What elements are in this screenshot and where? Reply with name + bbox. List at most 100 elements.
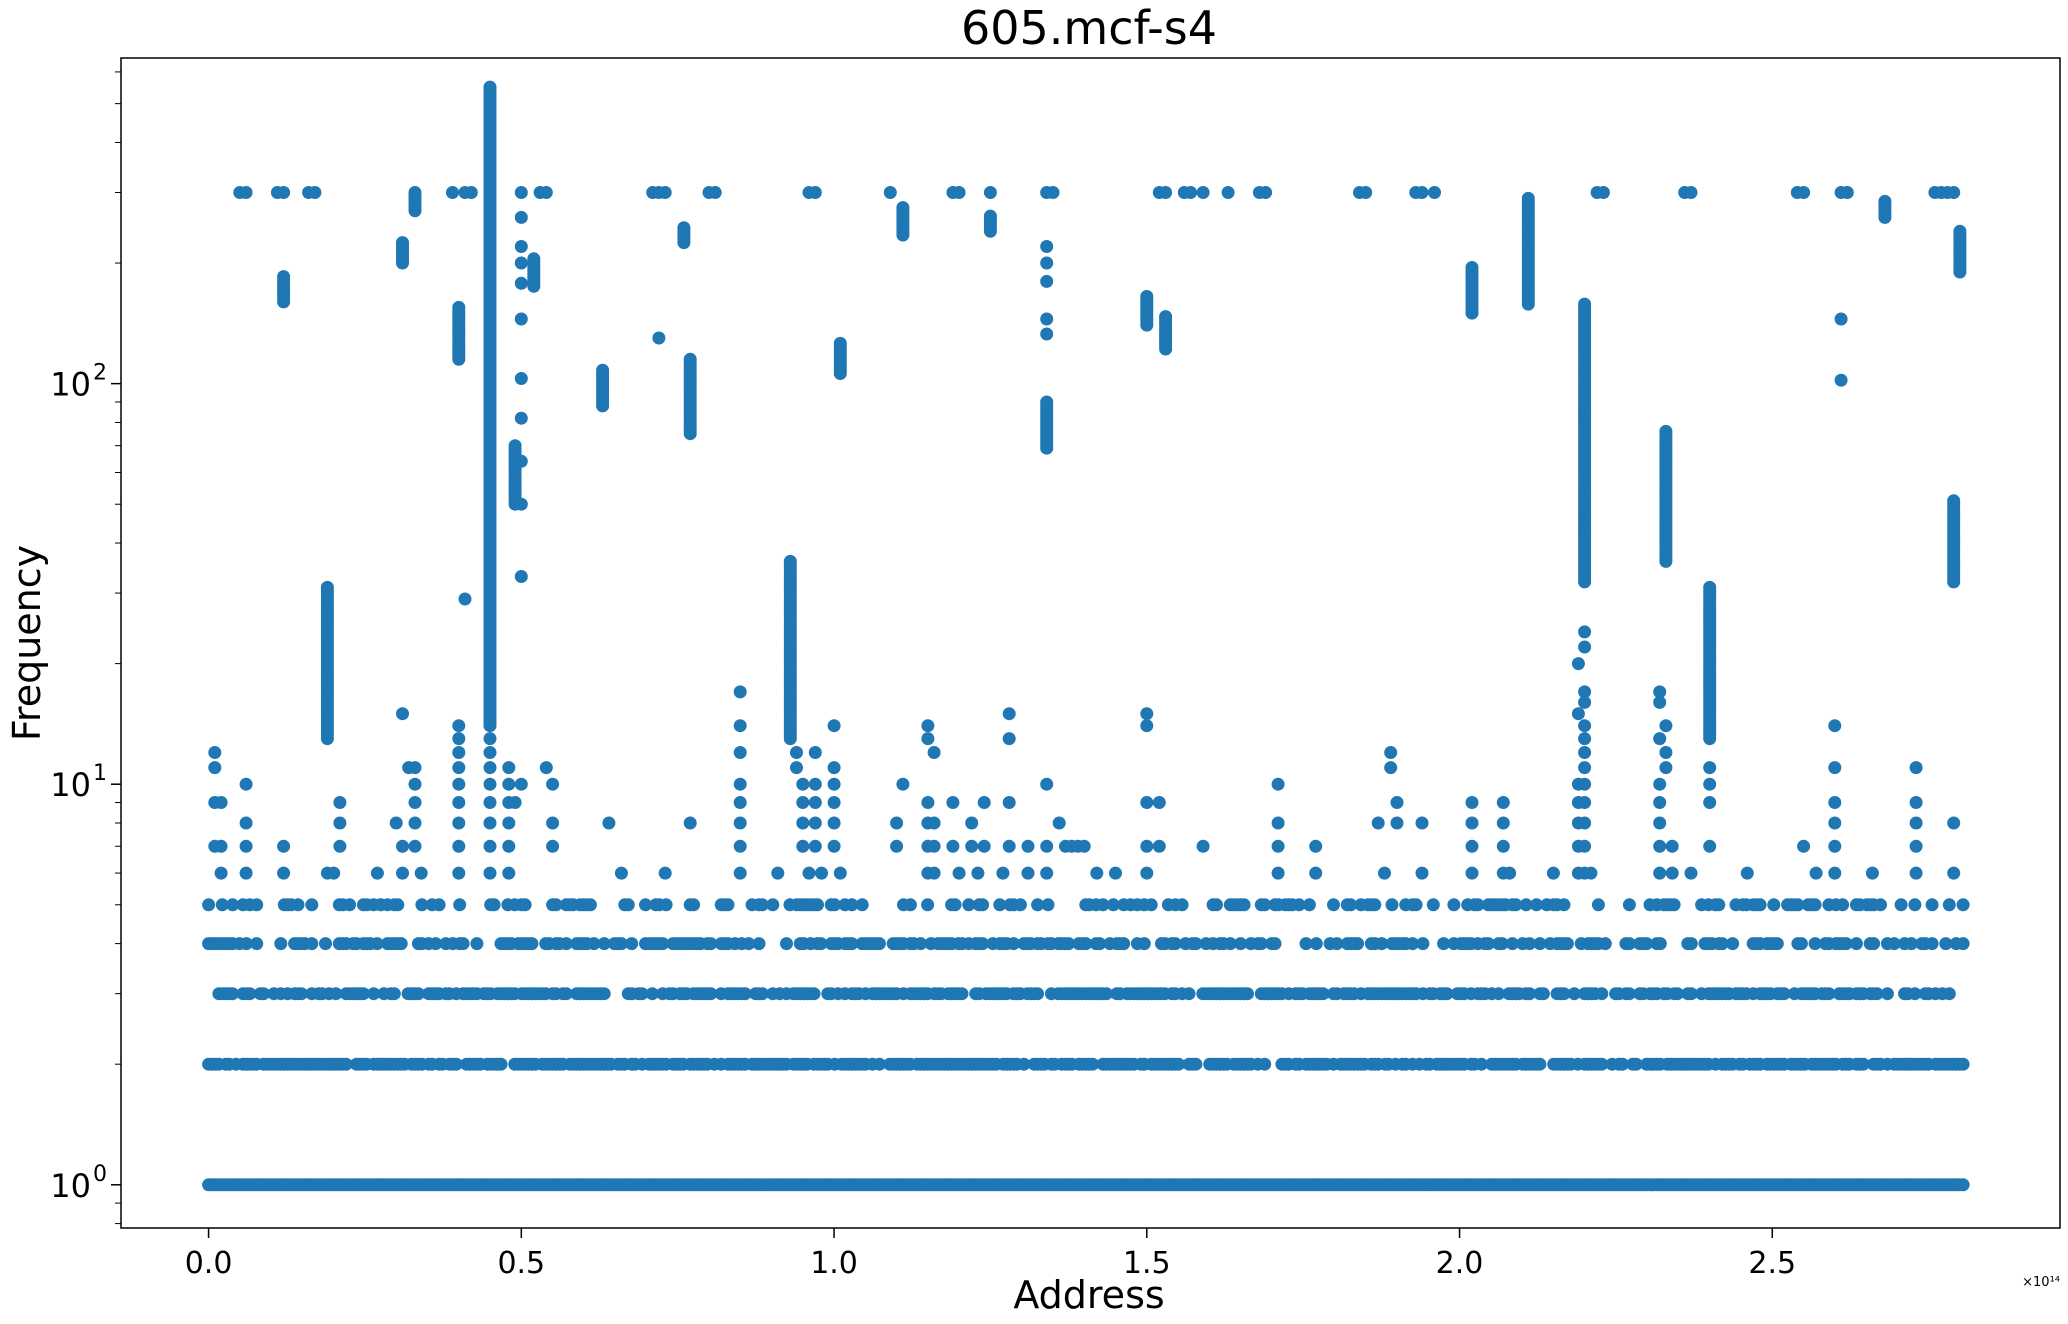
data-point — [502, 866, 516, 880]
data-point — [1703, 761, 1717, 775]
data-point — [1309, 866, 1323, 880]
data-point — [1137, 937, 1151, 951]
data-point — [277, 270, 291, 284]
data-point — [1496, 816, 1510, 830]
data-point — [514, 777, 528, 791]
data-point — [976, 898, 990, 912]
data-point — [1210, 898, 1223, 912]
data-point — [559, 937, 573, 951]
data-point — [952, 186, 966, 199]
data-point — [1378, 866, 1391, 880]
data-point — [645, 987, 659, 1001]
data-point — [1653, 866, 1667, 880]
data-point — [1908, 987, 1922, 1001]
data-point — [808, 746, 822, 759]
data-point — [1653, 777, 1667, 791]
data-point — [1093, 937, 1107, 951]
data-point — [1428, 186, 1441, 199]
data-point — [1740, 866, 1754, 880]
data-point — [1002, 707, 1016, 721]
data-point — [214, 866, 228, 880]
data-point — [1316, 987, 1330, 1001]
data-point — [1040, 839, 1054, 853]
data-point — [1196, 839, 1210, 853]
data-point — [1481, 937, 1495, 951]
data-point — [946, 796, 960, 809]
data-point — [833, 866, 847, 880]
data-point — [1578, 685, 1592, 699]
data-point — [1791, 898, 1805, 912]
data-point — [1828, 761, 1842, 775]
data-point — [1258, 898, 1272, 912]
chart-title: 605.mcf-s4 — [961, 1, 1217, 55]
data-point — [1223, 937, 1237, 951]
data-point — [1062, 937, 1076, 951]
data-point — [1189, 1057, 1203, 1071]
data-point — [683, 816, 697, 830]
data-point — [1839, 937, 1853, 951]
data-point — [1856, 1057, 1870, 1071]
data-point — [827, 761, 841, 775]
data-point — [1797, 839, 1811, 853]
data-point — [1017, 1057, 1031, 1071]
data-point — [408, 761, 422, 775]
data-point — [1653, 839, 1667, 853]
data-point — [683, 352, 697, 366]
data-point — [1808, 937, 1822, 951]
data-point — [1578, 796, 1592, 809]
data-point — [827, 839, 841, 853]
data-point — [452, 796, 466, 809]
data-point — [1909, 839, 1923, 853]
x-tick-label: 0.0 — [185, 1246, 233, 1281]
x-tick-label: 1.5 — [1123, 1246, 1171, 1281]
data-point — [1099, 987, 1113, 1001]
data-point — [514, 454, 528, 468]
data-point — [733, 816, 747, 830]
data-point — [1521, 191, 1535, 205]
data-point — [807, 987, 821, 1001]
data-point — [1665, 839, 1679, 853]
data-point — [1002, 839, 1016, 853]
data-point — [1052, 816, 1066, 830]
data-point — [1259, 186, 1273, 199]
data-point — [452, 866, 466, 880]
data-point — [487, 898, 501, 912]
data-point — [996, 866, 1010, 880]
data-point — [1947, 186, 1961, 199]
data-point — [277, 839, 291, 853]
data-point — [1622, 937, 1636, 951]
data-point — [583, 898, 597, 912]
data-point — [983, 186, 997, 199]
data-point — [855, 898, 869, 912]
data-point — [1684, 987, 1698, 1001]
data-point — [977, 796, 991, 809]
data-point — [452, 777, 466, 791]
data-point — [1840, 186, 1854, 199]
y-tick-label: 10 — [50, 766, 91, 804]
data-point — [1002, 732, 1016, 746]
data-point — [1947, 494, 1961, 508]
data-point — [1867, 937, 1881, 951]
data-point — [1834, 373, 1848, 387]
data-point — [1578, 732, 1592, 746]
data-point — [215, 898, 229, 912]
data-point — [1567, 987, 1581, 1001]
data-point — [1327, 898, 1340, 912]
data-point — [1390, 796, 1404, 809]
data-point — [1271, 866, 1285, 880]
data-point — [1878, 194, 1892, 208]
x-tick-label: 2.0 — [1436, 1246, 1484, 1281]
data-point — [802, 866, 816, 880]
data-point — [305, 898, 319, 912]
data-point — [827, 777, 841, 791]
data-point — [1595, 987, 1609, 1001]
data-point — [1546, 866, 1560, 880]
data-point — [483, 866, 497, 880]
data-point — [1196, 186, 1210, 199]
data-point — [1925, 898, 1939, 912]
data-point — [559, 987, 573, 1001]
data-point — [514, 372, 528, 385]
data-point — [733, 719, 747, 733]
data-point — [239, 816, 253, 830]
